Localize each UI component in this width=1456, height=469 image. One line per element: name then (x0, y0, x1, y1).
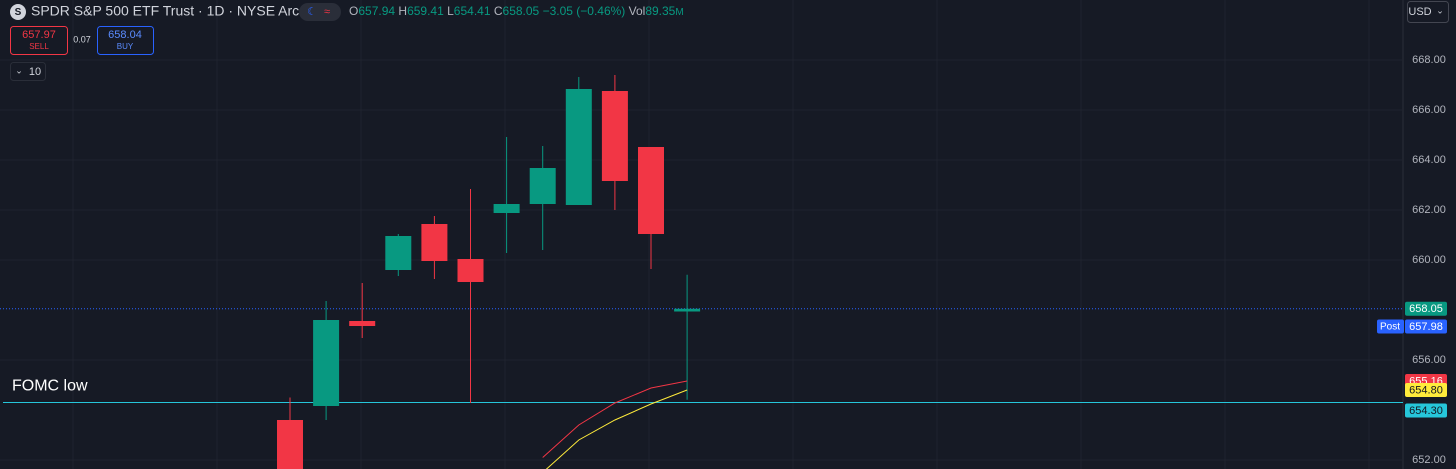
buy-price: 658.04 (108, 29, 142, 41)
candle-body (421, 224, 448, 261)
y-tick-label: 656.00 (1412, 354, 1446, 366)
chevron: ⌄ (1436, 5, 1444, 15)
candle-body (529, 168, 556, 204)
y-tick-label: 660.00 (1412, 254, 1446, 266)
horizontal-line-label: FOMC low (12, 378, 88, 395)
candle-body (674, 308, 701, 312)
price-tag-label: 654.80 (1409, 384, 1443, 396)
chevron: ⌄ (15, 65, 23, 75)
legend-prefix: L (447, 4, 454, 18)
candle-body (349, 321, 376, 326)
y-tick-label: 662.00 (1412, 204, 1446, 216)
legend-change: −3.05 (−0.46%) (543, 4, 626, 18)
currency-button[interactable] (1407, 1, 1449, 23)
symbol-title: SPDR S&P 500 ETF Trust · 1D · NYSE Arca (31, 3, 307, 19)
price-tag-label: 657.98 (1409, 321, 1443, 333)
status-pill[interactable] (299, 3, 341, 21)
y-tick-label: 664.00 (1412, 154, 1446, 166)
legend-prefix: H (398, 4, 407, 18)
time-grid (72, 0, 1370, 469)
plot: FOMC low (0, 75, 1403, 469)
legend-value: 658.05 (503, 4, 540, 18)
y-tick-label: 668.00 (1412, 54, 1446, 66)
price-tag (1405, 383, 1447, 397)
legend-prefix: C (494, 4, 503, 18)
candle-body (493, 204, 520, 213)
candle-body (313, 320, 340, 406)
moving-average-line (545, 389, 688, 469)
price-tag (1405, 403, 1447, 418)
y-tick-label: 652.00 (1412, 454, 1446, 466)
spread: 0.07 (73, 34, 91, 44)
candle-body (457, 259, 484, 282)
ohlc-legend: O657.94 H659.41 L654.41 C658.05 −3.05 (−… (349, 4, 684, 18)
price-tag-label: 654.30 (1409, 405, 1443, 417)
candle-body (565, 89, 592, 205)
post-tag-name: Post (1380, 322, 1400, 333)
sell-button[interactable] (10, 26, 68, 55)
legend-prefix: Vol (629, 4, 646, 18)
legend-volume: 89.35 (645, 4, 675, 18)
moving-average-line (542, 380, 688, 458)
symbol-icon (10, 4, 26, 20)
price-axis: 668.00 666.00 664.00 662.00 660.00 656.00 652.… (1377, 54, 1447, 466)
interval-button[interactable] (10, 62, 46, 81)
header: S SPDR S&P 500 ETF Trust · 1D · NYSE Arc… (10, 1, 1449, 81)
y-tick-label: 666.00 (1412, 104, 1446, 116)
candle-body (385, 236, 412, 270)
legend-prefix: O (349, 4, 358, 18)
buy-label: BUY (117, 42, 134, 51)
interval: 10 (29, 66, 41, 78)
buy-button[interactable] (97, 26, 154, 55)
grid (0, 59, 1403, 461)
candle-body (638, 147, 664, 234)
post-tag-name-bg (1377, 319, 1404, 334)
sell-label: SELL (29, 42, 49, 51)
sell-price: 657.97 (22, 29, 56, 41)
candle-body (601, 91, 628, 181)
status-icon: ≈ (324, 6, 330, 18)
candle-body (277, 420, 303, 469)
currency: USD (1408, 6, 1431, 18)
status-icon: ☾ (307, 6, 317, 18)
price-tag (1405, 319, 1447, 334)
price-tag-label: 658.05 (1409, 303, 1443, 315)
legend-value: 654.41 (454, 4, 491, 18)
legend-value: 659.41 (407, 4, 444, 18)
price-tag (1405, 301, 1447, 316)
legend-volume-unit: M (675, 7, 683, 18)
symbol-icon-letter: S (15, 7, 22, 18)
legend-value: 657.94 (358, 4, 395, 18)
